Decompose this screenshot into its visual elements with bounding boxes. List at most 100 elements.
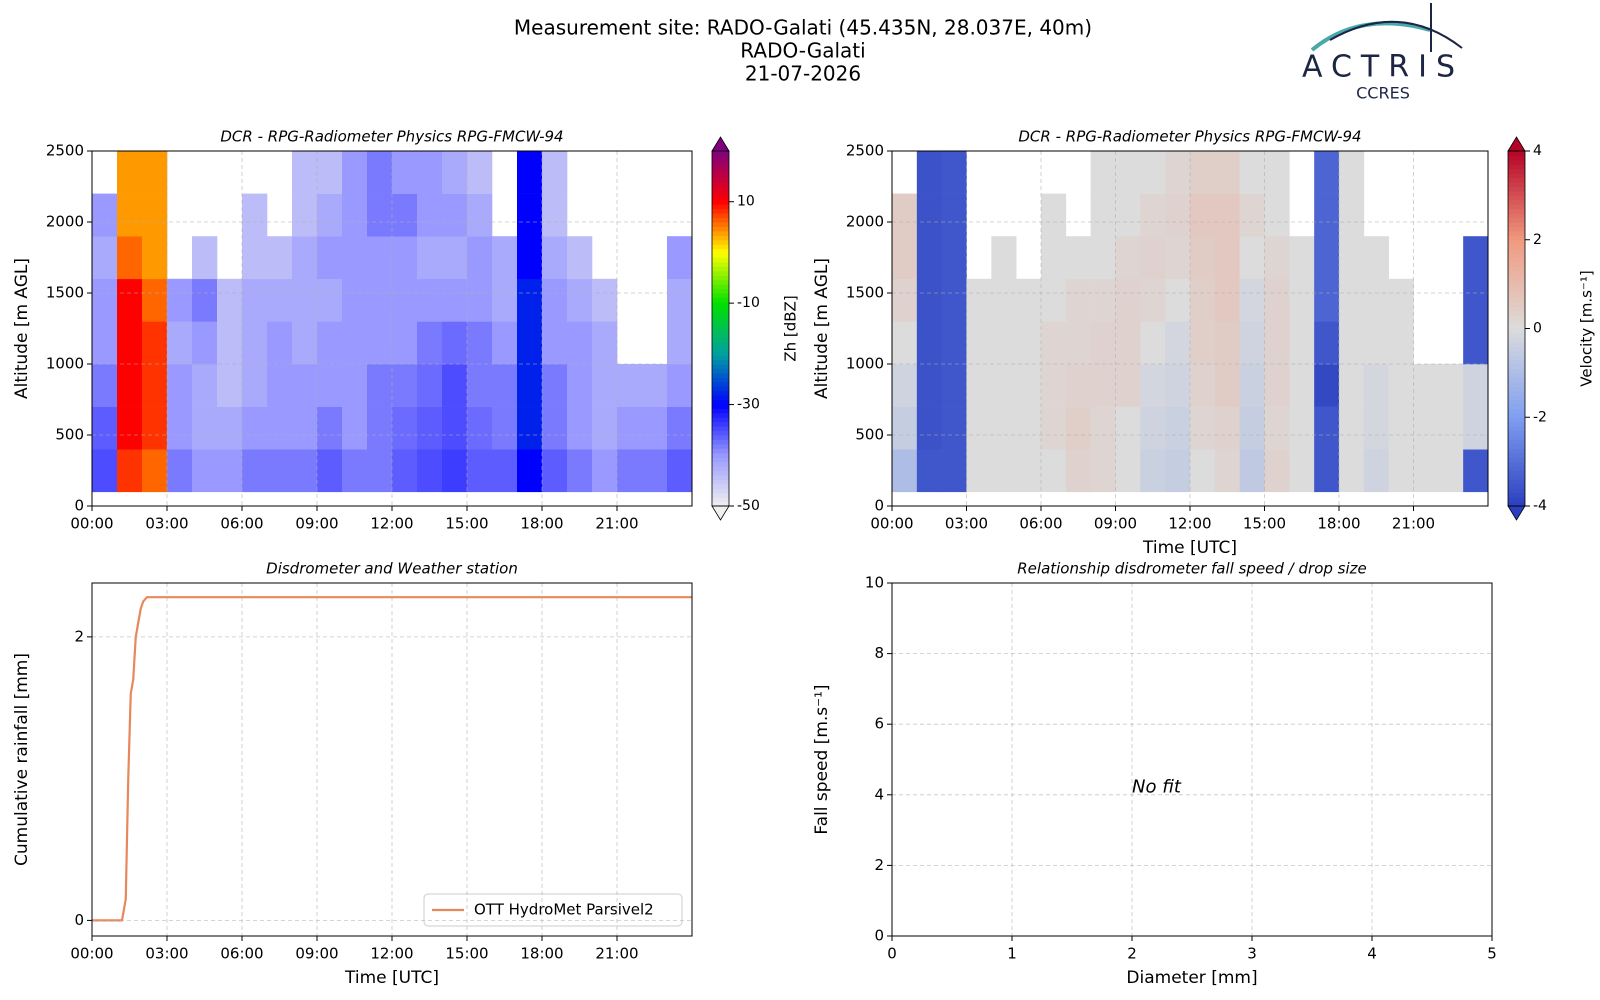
colorbar-slice: [1508, 230, 1525, 236]
heatmap-cell: [941, 364, 967, 407]
heatmap-cell: [117, 151, 143, 194]
heatmap-cell: [467, 364, 493, 407]
colorbar-slice: [712, 293, 729, 298]
heatmap-cell: [392, 236, 418, 280]
colorbar-slice: [712, 186, 729, 192]
colorbar-slice: [712, 235, 729, 241]
heatmap-cell: [1289, 364, 1315, 407]
colorbar-slice: [1508, 186, 1525, 192]
colorbar-slice: [712, 474, 729, 480]
heatmap-cell: [1413, 449, 1439, 493]
colorbar-slice: [712, 497, 729, 503]
heatmap-cell: [442, 278, 468, 322]
colorbar-slice: [1508, 421, 1525, 427]
heatmap-cell: [1239, 236, 1265, 280]
heatmap-cell: [417, 193, 443, 237]
heatmap-cell: [142, 321, 168, 365]
heatmap-cell: [1016, 321, 1042, 365]
heatmap-cell: [617, 364, 643, 407]
colorbar-slice: [712, 306, 729, 312]
y-tick-label: 1500: [846, 284, 884, 302]
colorbar-slice: [712, 248, 729, 254]
legend-box: [423, 893, 683, 927]
colorbar-extend: [711, 505, 730, 521]
colorbar-slice: [1508, 435, 1525, 440]
heatmap-cell: [1065, 278, 1091, 322]
colorbar-slice: [1508, 253, 1525, 258]
colorbar-tick-label: 0: [1533, 321, 1542, 337]
colorbar-slice: [712, 364, 729, 369]
heatmap-cell: [1041, 278, 1067, 322]
colorbar-slice: [712, 315, 729, 321]
heatmap-cell: [991, 321, 1017, 365]
heatmap-cell: [1065, 406, 1091, 450]
heatmap-cell: [1339, 278, 1365, 322]
heatmap-cell: [542, 278, 568, 322]
heatmap-cell: [892, 193, 918, 237]
heatmap-cell: [1214, 151, 1240, 194]
heatmap-cell: [1239, 151, 1265, 194]
heatmap-cell: [567, 449, 593, 493]
colorbar-slice: [712, 452, 729, 458]
colorbar-slice: [712, 430, 729, 436]
heatmap-cell: [292, 321, 318, 365]
colorbar-slice: [1508, 399, 1525, 405]
heatmap-cell: [617, 449, 643, 493]
plot-title: Disdrometer and Weather station: [266, 560, 518, 578]
x-tick-label: 21:00: [595, 515, 638, 533]
colorbar-extend: [711, 136, 730, 152]
heatmap-cell: [417, 278, 443, 322]
colorbar-slice: [712, 226, 729, 232]
heatmap-cell: [1190, 151, 1216, 194]
colorbar-slice: [712, 346, 729, 352]
colorbar-slice: [712, 421, 729, 427]
heatmap-cell: [417, 364, 443, 407]
heatmap-cell: [1016, 278, 1042, 322]
colorbar-slice: [1508, 239, 1525, 245]
heatmap-cell: [492, 449, 518, 493]
colorbar-slice: [1508, 288, 1525, 294]
colorbar-slice: [1508, 324, 1525, 329]
colorbar-slice: [1508, 337, 1525, 343]
heatmap-cell: [941, 321, 967, 365]
heatmap-cell: [342, 236, 368, 280]
colorbar-tick-label: -4: [1533, 498, 1547, 514]
heatmap-cell: [1190, 236, 1216, 280]
heatmap-cell: [292, 151, 318, 194]
heatmap-cell: [1339, 321, 1365, 365]
heatmap-cell: [1115, 364, 1141, 407]
heatmap-cell: [991, 406, 1017, 450]
heatmap-cell: [367, 278, 393, 322]
heatmap-cell: [1438, 449, 1464, 493]
heatmap-cell: [1463, 278, 1489, 322]
heatmap-cell: [1413, 406, 1439, 450]
heatmap-cell: [1190, 321, 1216, 365]
heatmap-cell: [392, 278, 418, 322]
heatmap-cell: [542, 321, 568, 365]
heatmap-cell: [966, 278, 992, 322]
heatmap-cell: [892, 236, 918, 280]
x-tick-label: 00:00: [70, 945, 113, 963]
heatmap-cell: [1363, 364, 1389, 407]
heatmap-cell: [517, 406, 543, 450]
heatmap-cell: [1190, 193, 1216, 237]
heatmap-cell: [1264, 151, 1290, 194]
colorbar-slice: [712, 355, 729, 361]
heatmap-cell: [667, 406, 693, 450]
x-tick-label: 3: [1247, 945, 1257, 963]
heatmap-cell: [392, 364, 418, 407]
colorbar-slice: [712, 177, 729, 183]
colorbar-slice: [712, 301, 729, 307]
heatmap-cell: [192, 278, 218, 322]
x-tick-label: 15:00: [445, 515, 488, 533]
heatmap-cell: [417, 406, 443, 450]
heatmap-cell: [1289, 449, 1315, 493]
legend-label: OTT HydroMet Parsivel2: [474, 901, 654, 919]
heatmap-cell: [1239, 321, 1265, 365]
heatmap-cell: [492, 321, 518, 365]
heatmap-cell: [1388, 406, 1414, 450]
heatmap-cell: [467, 449, 493, 493]
colorbar-slice: [1508, 270, 1525, 276]
heatmap-cell: [342, 278, 368, 322]
heatmap-cell: [192, 364, 218, 407]
